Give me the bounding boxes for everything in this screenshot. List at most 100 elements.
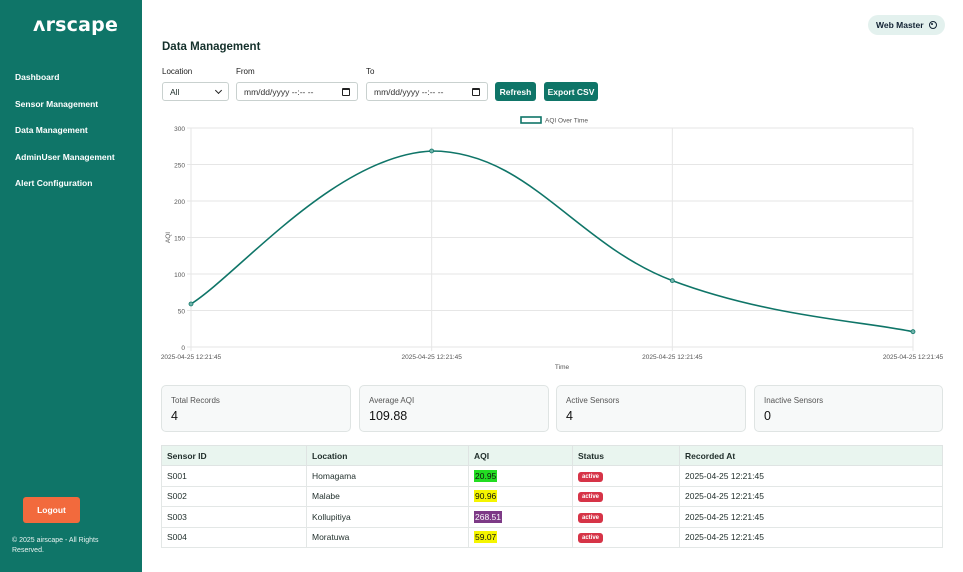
to-label: To (366, 67, 375, 76)
cell-sensor-id: S001 (161, 465, 307, 487)
aqi-value-badge: 20.95 (474, 469, 498, 482)
data-point (188, 301, 194, 307)
location-text: Kollupitiya (312, 511, 351, 522)
x-tick-label: 2025-04-25 12:21:45 (161, 354, 222, 361)
cell-recorded-at: 2025-04-25 12:21:45 (679, 465, 943, 487)
user-circle-icon (928, 21, 937, 29)
stat-value: 4 (566, 409, 573, 423)
user-menu-button[interactable]: Web Master (868, 15, 945, 35)
x-tick-label: 2025-04-25 12:21:45 (642, 354, 703, 361)
location-text: Malabe (312, 491, 340, 502)
stat-card-inactive-sensors: Inactive Sensors 0 (754, 385, 943, 432)
status-badge: active (578, 471, 604, 482)
y-tick-label: 100 (174, 272, 185, 279)
sidebar-item-sensor-management[interactable]: Sensor Management (15, 98, 99, 109)
app-logo[interactable]: ʌrscape (33, 14, 119, 36)
stat-label: Active Sensors (566, 396, 620, 405)
copyright-text: © 2025 airscape - All Rights Reserved. (12, 537, 99, 554)
data-point (429, 148, 435, 154)
data-point (910, 329, 916, 335)
x-tick-label: 2025-04-25 12:21:45 (401, 354, 462, 361)
cell-status: active (572, 506, 680, 528)
sidebar-item-adminuser-management[interactable]: AdminUser Management (15, 151, 115, 162)
table-header-row: Sensor ID Location AQI Status Recorded A… (161, 445, 943, 466)
cell-status: active (572, 526, 680, 548)
stat-label: Average AQI (369, 396, 415, 405)
table-row: S001 Homagama 20.95 active 2025-04-25 12:21:… (161, 465, 943, 487)
data-point (669, 278, 675, 283)
stat-card-total-records: Total Records 4 (161, 385, 351, 432)
chevron-down-icon (214, 86, 223, 94)
y-tick-label: 200 (174, 199, 185, 206)
cell-location: Moratuwa (306, 526, 469, 548)
page-title: Data Management (162, 41, 261, 53)
location-text: Moratuwa (312, 532, 350, 543)
refresh-button[interactable]: Refresh (495, 82, 536, 101)
stat-value: 109.88 (369, 409, 408, 423)
table-row: S004 Moratuwa 59.07 active 2025-04-25 12:21:… (161, 526, 943, 548)
cell-aqi: 90.96 (468, 485, 573, 507)
column-header-aqi[interactable]: AQI (468, 445, 573, 466)
cell-sensor-id: S002 (161, 485, 307, 507)
column-header-location[interactable]: Location (306, 445, 469, 466)
cell-sensor-id: S004 (161, 526, 307, 548)
sidebar-item-alert-configuration[interactable]: Alert Configuration (15, 178, 93, 188)
series-line-aqi (190, 150, 914, 333)
aqi-value-badge: 90.96 (474, 490, 498, 503)
cell-status: active (572, 485, 680, 507)
column-header-status[interactable]: Status (572, 445, 680, 466)
aqi-value-badge: 268.51 (474, 510, 502, 523)
legend-swatch (520, 116, 542, 124)
cell-location: Malabe (306, 485, 469, 507)
sidebar-nav: Dashboard Sensor Management Data Managem… (15, 71, 115, 204)
location-text: Homagama (312, 470, 356, 481)
location-select-value: All (170, 86, 180, 97)
cell-sensor-id: S003 (161, 506, 307, 528)
sensor-id-text: S004 (167, 532, 187, 543)
sidebar-item-dashboard[interactable]: Dashboard (15, 72, 60, 82)
y-tick-label: 300 (174, 126, 185, 133)
calendar-icon[interactable] (472, 87, 480, 96)
y-tick-label: 150 (174, 236, 185, 243)
y-tick-label: 250 (174, 163, 185, 170)
stat-value: 0 (764, 409, 771, 423)
logout-button[interactable]: Logout (23, 497, 80, 523)
sidebar-item-data-management[interactable]: Data Management (15, 125, 88, 135)
to-date-placeholder: mm/dd/yyyy --:-- -- (374, 86, 444, 97)
column-header-recorded-at[interactable]: Recorded At (679, 445, 943, 466)
location-label: Location (162, 67, 193, 76)
export-csv-button[interactable]: Export CSV (544, 82, 598, 101)
sensor-data-table: Sensor ID Location AQI Status Recorded A… (161, 445, 943, 548)
cell-aqi: 20.95 (468, 465, 573, 487)
stat-label: Inactive Sensors (764, 396, 824, 405)
y-axis-title: AQI (165, 232, 172, 243)
from-date-placeholder: mm/dd/yyyy --:-- -- (244, 86, 314, 97)
cell-recorded-at: 2025-04-25 12:21:45 (679, 485, 943, 507)
from-date-input[interactable]: mm/dd/yyyy --:-- -- (236, 82, 358, 101)
sensor-id-text: S001 (167, 470, 187, 481)
cell-location: Homagama (306, 465, 469, 487)
stat-card-active-sensors: Active Sensors 4 (556, 385, 746, 432)
cell-recorded-at: 2025-04-25 12:21:45 (679, 526, 943, 548)
stat-card-average-aqi: Average AQI 109.88 (359, 385, 549, 432)
stat-value: 4 (171, 409, 178, 423)
sensor-id-text: S002 (167, 491, 187, 502)
recorded-at-text: 2025-04-25 12:21:45 (685, 532, 764, 543)
status-badge: active (578, 533, 604, 544)
sensor-id-text: S003 (167, 511, 187, 522)
y-tick-label: 0 (181, 345, 185, 352)
cell-aqi: 268.51 (468, 506, 573, 528)
cell-location: Kollupitiya (306, 506, 469, 528)
aqi-line-chart: 0 50 100 150 200 250 300 2025-04-25 12:21:45 202… (161, 116, 944, 371)
to-date-input[interactable]: mm/dd/yyyy --:-- -- (366, 82, 488, 101)
table-row: S002 Malabe 90.96 active 2025-04-25 12:21:45 (161, 485, 943, 507)
legend-label: AQI Over Time (545, 118, 588, 125)
cell-recorded-at: 2025-04-25 12:21:45 (679, 506, 943, 528)
x-tick-label: 2025-04-25 12:21:45 (883, 354, 944, 361)
location-select[interactable]: All (162, 82, 229, 101)
x-axis-title: Time (555, 364, 570, 371)
recorded-at-text: 2025-04-25 12:21:45 (685, 470, 764, 481)
calendar-icon[interactable] (342, 87, 350, 96)
column-header-sensor-id[interactable]: Sensor ID (161, 445, 307, 466)
cell-status: active (572, 465, 680, 487)
